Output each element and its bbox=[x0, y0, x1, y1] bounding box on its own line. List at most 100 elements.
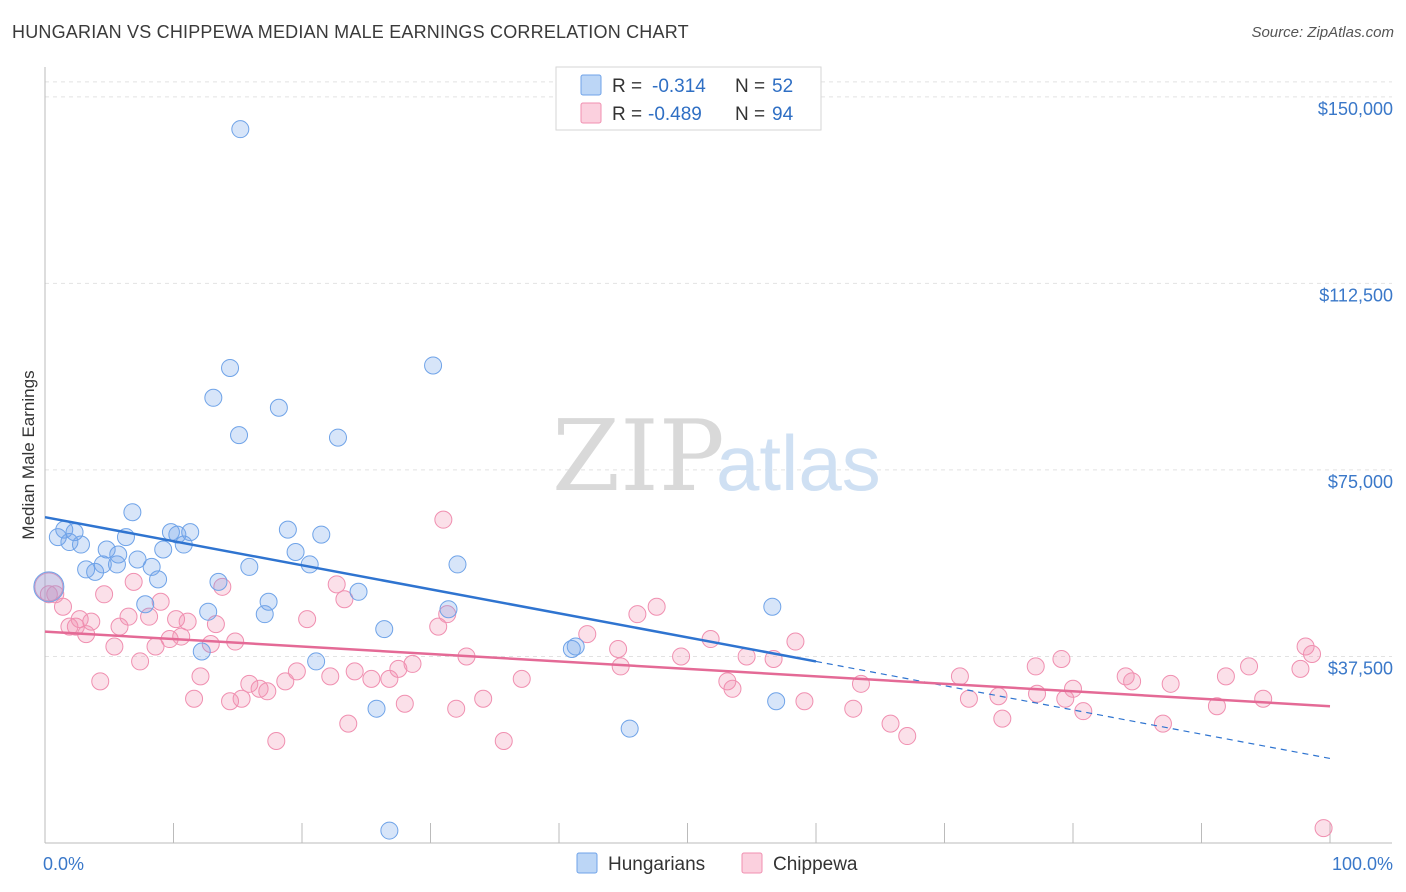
hungarians-point bbox=[231, 120, 250, 139]
y-tick-labels: $37,500 $75,000 $112,500 $150,000 bbox=[1318, 99, 1393, 679]
bottom-legend-hungarians: Hungarians bbox=[608, 854, 705, 875]
axes bbox=[44, 67, 1392, 844]
hungarians-point bbox=[230, 426, 249, 445]
chippewa-point bbox=[82, 612, 101, 631]
chippewa-point bbox=[34, 572, 64, 602]
chippewa-point bbox=[578, 625, 597, 644]
chippewa-point bbox=[844, 699, 863, 718]
chippewa-point bbox=[167, 610, 186, 629]
hungarians-point bbox=[86, 562, 105, 581]
hungarians-point bbox=[278, 520, 297, 539]
hungarians-point bbox=[620, 719, 639, 738]
legend-n-value-2: 94 bbox=[772, 104, 794, 125]
chippewa-point bbox=[1291, 659, 1310, 678]
hungarians-point bbox=[767, 692, 786, 711]
watermark-zip: ZIP bbox=[552, 400, 725, 514]
hungarians-point bbox=[181, 523, 200, 542]
hungarians-trend-line bbox=[44, 515, 817, 663]
hungarians-point bbox=[107, 555, 126, 574]
hungarians-point bbox=[380, 821, 399, 840]
hungarians-trend-extension bbox=[815, 660, 1331, 760]
chippewa-point bbox=[1161, 674, 1180, 693]
chippewa-point bbox=[1153, 714, 1172, 733]
hungarians-point bbox=[109, 545, 128, 564]
bottom-legend-chippewa: Chippewa bbox=[773, 854, 858, 875]
chippewa-point bbox=[494, 732, 513, 751]
chippewa-point bbox=[60, 617, 79, 636]
chippewa-point bbox=[1314, 819, 1333, 838]
chippewa-point bbox=[628, 605, 647, 624]
chippewa-point bbox=[1216, 667, 1235, 686]
chippewa-point bbox=[362, 669, 381, 688]
legend: R = -0.314 N = 52 R = -0.489 N = 94 bbox=[555, 66, 822, 131]
chippewa-point bbox=[191, 667, 210, 686]
bottom-legend-swatch-chippewa bbox=[741, 852, 763, 874]
chippewa-point bbox=[131, 652, 150, 671]
chippewa-point bbox=[1296, 637, 1315, 656]
chippewa-point bbox=[240, 674, 259, 693]
chippewa-point bbox=[647, 597, 666, 616]
x-tick-label: 100.0% bbox=[1332, 854, 1393, 874]
chippewa-point bbox=[950, 667, 969, 686]
chippewa-point bbox=[267, 732, 286, 751]
chippewa-point bbox=[1123, 672, 1142, 691]
hungarians-point bbox=[192, 642, 211, 661]
chippewa-point bbox=[989, 687, 1008, 706]
chippewa-point bbox=[185, 689, 204, 708]
hungarians-point bbox=[259, 592, 278, 611]
hungarians-point bbox=[307, 652, 326, 671]
hungarians-point bbox=[97, 540, 116, 559]
source-label: Source: ZipAtlas.com bbox=[1251, 24, 1394, 41]
legend-n-label-1: N = bbox=[735, 76, 765, 97]
hungarians-point bbox=[221, 358, 240, 377]
legend-r-label-1: R = bbox=[612, 76, 642, 97]
chippewa-point bbox=[795, 692, 814, 711]
chippewa-point bbox=[959, 689, 978, 708]
chippewa-point bbox=[434, 510, 453, 529]
hungarians-point bbox=[312, 525, 331, 544]
x-tick-labels: 0.0% 100.0% bbox=[43, 854, 1393, 874]
chippewa-point bbox=[389, 659, 408, 678]
legend-n-value-1: 52 bbox=[772, 76, 793, 97]
chippewa-point bbox=[474, 689, 493, 708]
x-tick-label: 0.0% bbox=[43, 854, 84, 874]
hungarians-point bbox=[328, 428, 347, 447]
hungarians-point bbox=[375, 620, 394, 639]
chippewa-point bbox=[1064, 679, 1082, 698]
hungarians-point bbox=[149, 570, 168, 589]
chippewa-point bbox=[1207, 697, 1226, 716]
legend-n-label-2: N = bbox=[735, 104, 765, 125]
bottom-legend-swatch-hungarians bbox=[576, 852, 598, 874]
y-tick-label: $75,000 bbox=[1328, 472, 1393, 492]
chippewa-point bbox=[1254, 689, 1273, 708]
legend-r-value-1: -0.314 bbox=[652, 76, 706, 97]
hungarians-point bbox=[439, 600, 458, 619]
hungarians-point bbox=[136, 595, 155, 614]
chippewa-point bbox=[1074, 702, 1093, 721]
chippewa-point bbox=[672, 647, 691, 666]
hungarians-point bbox=[33, 571, 65, 603]
chippewa-point bbox=[395, 694, 414, 713]
chippewa-point bbox=[91, 672, 110, 691]
hungarians-point bbox=[286, 543, 305, 561]
chippewa-point bbox=[898, 727, 917, 746]
chippewa-point bbox=[1052, 649, 1071, 668]
chippewa-point bbox=[39, 585, 58, 604]
y-tick-label: $112,500 bbox=[1319, 285, 1393, 305]
legend-r-value-2: -0.489 bbox=[648, 104, 702, 125]
bottom-legend: Hungarians Chippewa bbox=[576, 852, 858, 875]
hungarians-point bbox=[60, 533, 79, 552]
hungarians-point bbox=[367, 699, 386, 718]
chippewa-point bbox=[1303, 644, 1322, 663]
legend-swatch-hungarians bbox=[580, 74, 602, 96]
chippewa-point bbox=[298, 610, 317, 629]
chippewa-point bbox=[221, 692, 240, 711]
hungarians-point bbox=[128, 550, 147, 569]
y-axis-label: Median Male Earnings bbox=[19, 370, 38, 539]
hungarians-point bbox=[154, 540, 173, 559]
watermark: ZIP atlas bbox=[552, 400, 881, 514]
chippewa-point bbox=[321, 667, 340, 686]
hungarians-point bbox=[123, 503, 142, 522]
chippewa-point bbox=[993, 709, 1012, 728]
chippewa-point bbox=[53, 597, 72, 616]
